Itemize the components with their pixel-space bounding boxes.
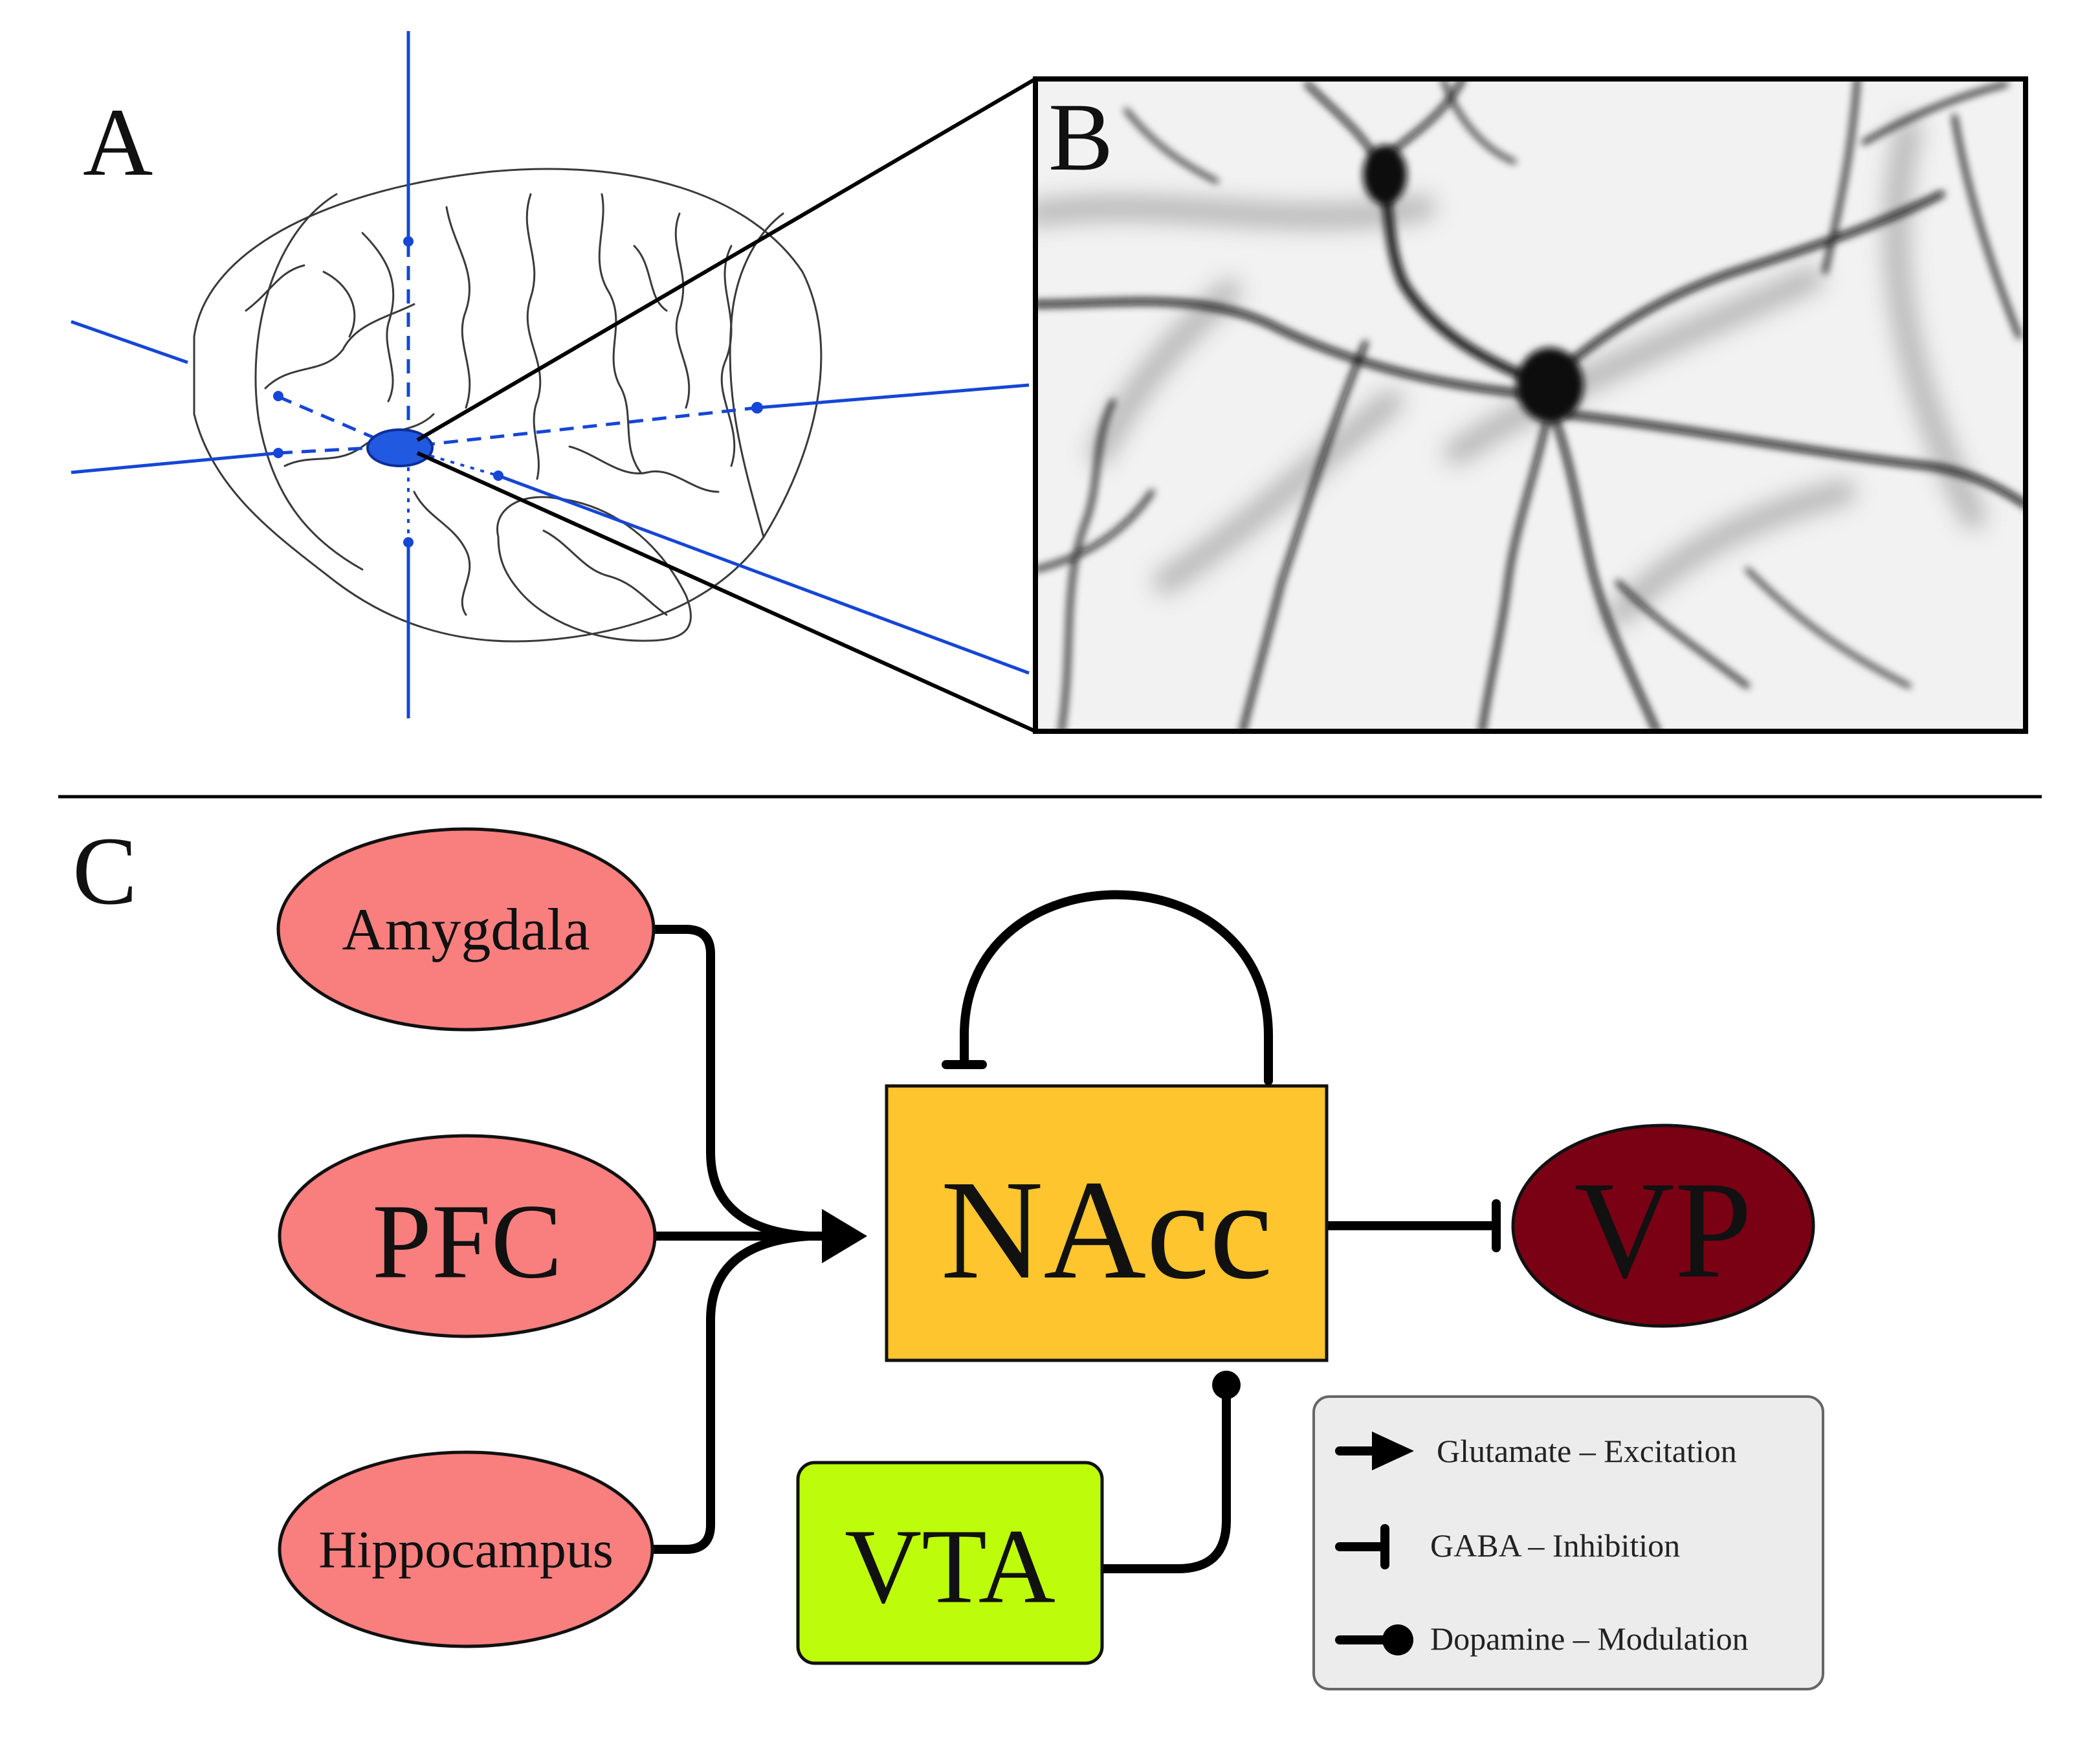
pfc-ellipse xyxy=(278,1134,657,1338)
amygdala-node: Amygdala xyxy=(276,827,656,1032)
vp-label: VP xyxy=(1575,1153,1752,1307)
legend-row-excitation: Glutamate – Excitation xyxy=(1335,1432,1737,1470)
panel-a-letter: A xyxy=(83,89,153,196)
neuron-micrograph xyxy=(1033,76,2028,734)
nacc-target-marker xyxy=(366,428,434,467)
hippocampus-label: Hippocampus xyxy=(318,1520,613,1579)
hippocampus-to-nacc-wire xyxy=(646,1232,813,1554)
filled-circle-icon xyxy=(1382,1624,1413,1655)
legend-modulation-label: Dopamine – Modulation xyxy=(1430,1621,1749,1657)
legend-row-inhibition: GABA – Inhibition xyxy=(1335,1524,1680,1569)
zoom-lines xyxy=(416,77,1037,733)
circuit-wires xyxy=(646,890,1501,1573)
stereotaxic-axes xyxy=(71,31,1030,718)
nacc-self-inhibition-wire xyxy=(960,890,1273,1085)
legend-inhibition-label: GABA – Inhibition xyxy=(1430,1527,1680,1564)
nacc-label: NAcc xyxy=(940,1151,1272,1309)
hippocampus-ellipse xyxy=(278,1450,654,1648)
panel-c-letter: C xyxy=(72,817,137,925)
brain-sketch xyxy=(193,168,823,643)
legend-excitation-label: Glutamate – Excitation xyxy=(1437,1433,1737,1469)
legend: Glutamate – Excitation GABA – Inhibition… xyxy=(1312,1395,1824,1690)
excitation-arrowhead xyxy=(822,1209,867,1263)
hippocampus-node: Hippocampus xyxy=(278,1450,654,1648)
arrowhead-icon xyxy=(1372,1432,1414,1470)
pfc-node: PFC xyxy=(278,1134,657,1338)
vta-label: VTA xyxy=(845,1507,1056,1626)
vta-node: VTA xyxy=(796,1461,1104,1665)
panel-b-letter: B xyxy=(1048,83,1113,191)
nacc-node: NAcc xyxy=(885,1084,1329,1362)
vp-node: VP xyxy=(1511,1123,1815,1328)
amygdala-ellipse xyxy=(276,827,656,1032)
pfc-label: PFC xyxy=(372,1182,562,1301)
vta-to-nacc-wire xyxy=(1099,1384,1231,1573)
legend-row-modulation: Dopamine – Modulation xyxy=(1335,1621,1749,1657)
amygdala-to-nacc-wire xyxy=(649,925,813,1241)
amygdala-label: Amygdala xyxy=(342,896,590,962)
